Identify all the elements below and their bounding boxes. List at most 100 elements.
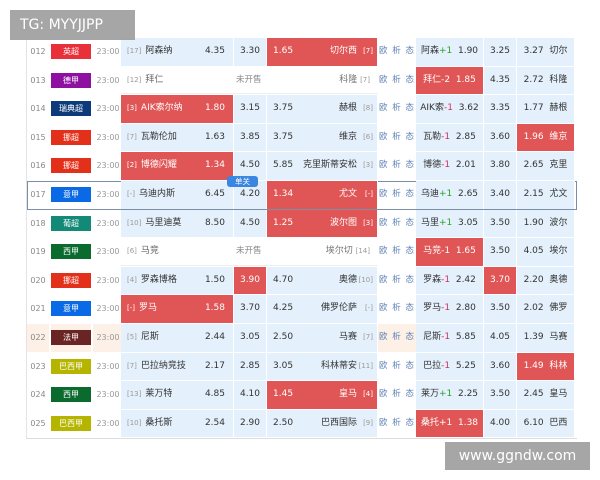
analysis-links[interactable]: 欧 析 态 <box>379 303 415 314</box>
handicap-home-odds-button[interactable]: AIK索-1 3.62 <box>416 95 484 123</box>
handicap-home-odds-button[interactable]: 莱万+1 2.25 <box>416 381 484 409</box>
analysis-links[interactable]: 欧 析 态 <box>379 417 415 428</box>
analysis-links[interactable]: 欧 析 态 <box>378 323 416 352</box>
home-win-odds-button[interactable]: [-] 罗马 1.58 <box>121 295 234 323</box>
handicap-home-odds-button[interactable]: 马竞-1 1.65 <box>416 238 484 266</box>
home-team: 桑托斯 <box>145 417 173 428</box>
handicap-home-odds-button[interactable]: 罗森-1 2.42 <box>416 266 484 295</box>
draw-odds-button[interactable]: 3.85 <box>234 123 267 152</box>
handicap-away-odds-button[interactable]: 2.72 科隆 <box>517 66 575 95</box>
analysis-links[interactable]: 欧 析 态 <box>379 360 415 371</box>
handicap-home-odds-button[interactable]: 马里+1 3.05 <box>416 209 484 238</box>
home-win-odds-button[interactable]: [4] 罗森博格 1.50 <box>121 266 234 295</box>
away-win-odds-button[interactable]: 3.05 科林蒂安 [11] <box>267 352 378 381</box>
away-rank: [3] <box>363 218 373 227</box>
away-win-odds-button[interactable]: 3.75 维京 [6] <box>267 123 378 152</box>
handicap-home-odds: 1.85 <box>455 74 476 85</box>
away-win-odds-button[interactable]: 1.34 尤文 [-] <box>267 180 378 209</box>
handicap-away-odds-button[interactable]: 2.20 奥德 <box>517 266 575 295</box>
analysis-links[interactable]: 欧 析 态 <box>379 188 415 199</box>
analysis-links[interactable]: 欧 析 态 <box>379 103 415 114</box>
draw-odds-button[interactable]: 4.50 <box>234 209 267 238</box>
handicap-home-odds-button[interactable]: 博德-1 2.01 <box>416 152 484 180</box>
handicap-away-odds-button[interactable]: 4.05 埃尔 <box>517 238 575 266</box>
away-win-odds-button[interactable]: 5.85 克里斯蒂安松 [3] <box>267 152 378 180</box>
away-win-odds-button[interactable]: 1.45 皇马 [4] <box>267 381 378 409</box>
away-win-odds-button[interactable]: 1.65 切尔西 [7] <box>267 38 378 66</box>
home-win-odds-button[interactable]: [2] 博德闪耀 1.34 <box>121 152 234 180</box>
handicap-draw-odds-button[interactable]: 3.35 <box>484 95 517 123</box>
away-win-odds-button[interactable]: 4.70 奥德 [10] <box>267 266 378 295</box>
analysis-links[interactable]: 欧 析 态 <box>379 217 415 228</box>
handicap-home-odds-button[interactable]: 乌迪+1 2.65 <box>416 180 484 209</box>
analysis-links[interactable]: 欧 析 态 <box>379 46 415 56</box>
handicap-draw-odds-button[interactable]: 3.60 <box>484 352 517 381</box>
away-team: 科林蒂安 <box>320 360 357 371</box>
handicap-away-odds-button[interactable]: 2.65 克里 <box>517 152 575 180</box>
handicap-draw-odds-button[interactable]: 3.50 <box>484 381 517 409</box>
draw-odds-button[interactable]: 4.50 <box>234 152 267 180</box>
handicap-home-odds-button[interactable]: 阿森+1 1.90 <box>416 38 484 66</box>
away-win-odds-button[interactable]: 2.50 马赛 [7] <box>267 323 378 352</box>
draw-odds-button[interactable]: 3.90 <box>234 266 267 295</box>
handicap-home-odds-button[interactable]: 罗马-1 2.80 <box>416 295 484 323</box>
handicap-draw-odds-button[interactable]: 4.05 <box>484 323 517 352</box>
handicap-away-odds-button[interactable]: 1.96 维京 <box>517 123 575 152</box>
home-win-odds-button[interactable]: [-] 乌迪内斯 6.45 <box>121 180 234 209</box>
draw-odds-button[interactable]: 3.70 <box>234 295 267 323</box>
handicap-away-odds-button[interactable]: 1.90 波尔 <box>517 209 575 238</box>
handicap-draw-odds-button[interactable]: 3.70 <box>484 266 517 295</box>
away-win-odds-button[interactable]: 3.75 赫根 [8] <box>267 95 378 123</box>
draw-odds-button[interactable]: 3.05 <box>234 323 267 352</box>
draw-odds-button[interactable]: 2.85 <box>234 352 267 381</box>
home-win-odds-button[interactable]: [3] AIK索尔纳 1.80 <box>121 95 234 123</box>
handicap-away-odds-button[interactable]: 2.02 佛罗 <box>517 295 575 323</box>
handicap-away-odds-button[interactable]: 1.39 马赛 <box>517 323 575 352</box>
away-odds: 4.25 <box>273 303 294 314</box>
home-win-odds-button[interactable]: [10] 桑托斯 2.54 <box>121 409 234 438</box>
handicap-home-odds-button[interactable]: 巴拉-1 5.25 <box>416 352 484 381</box>
handicap-away-odds-button[interactable]: 3.27 切尔 <box>517 38 575 66</box>
handicap-away-odds-button[interactable]: 2.45 皇马 <box>517 381 575 409</box>
handicap-draw-odds-button[interactable]: 4.00 <box>484 409 517 438</box>
analysis-links[interactable]: 欧 析 态 <box>379 246 415 257</box>
handicap-home-odds-button[interactable]: 桑托+1 1.38 <box>416 409 484 438</box>
analysis-links[interactable]: 欧 析 态 <box>379 131 415 142</box>
not-on-sale-cell: [6] 马竞 未开售 埃尔切 [14] <box>121 238 378 266</box>
handicap-home-odds: 3.62 <box>458 103 479 114</box>
handicap-away-odds-button[interactable]: 2.15 尤文 <box>517 180 575 209</box>
home-win-odds-button[interactable]: [17] 阿森纳 4.35 <box>121 38 234 66</box>
draw-odds-button[interactable]: 4.10 <box>234 381 267 409</box>
home-win-odds-button[interactable]: [7] 瓦勒伦加 1.63 <box>121 123 234 152</box>
analysis-links[interactable]: 欧 析 态 <box>379 160 415 171</box>
analysis-links[interactable]: 欧 析 态 <box>379 389 415 400</box>
handicap-home-odds-button[interactable]: 瓦勒-1 2.85 <box>416 123 484 152</box>
home-win-odds-button[interactable]: [7] 巴拉纳竞技 2.17 <box>121 352 234 381</box>
away-win-odds-button[interactable]: 1.25 波尔图 [3] <box>267 209 378 238</box>
away-win-odds-button[interactable]: 4.25 佛罗伦萨 [-] <box>267 295 378 323</box>
handicap-draw-odds-button[interactable]: 3.50 <box>484 238 517 266</box>
home-win-odds-button[interactable]: [5] 尼斯 2.44 <box>121 323 234 352</box>
handicap-home-odds-button[interactable]: 尼斯-1 5.85 <box>416 323 484 352</box>
handicap-draw-odds-button[interactable]: 3.50 <box>484 295 517 323</box>
handicap-draw-odds-button[interactable]: 4.35 <box>484 66 517 95</box>
handicap-away-odds-button[interactable]: 6.10 巴西 <box>517 409 575 438</box>
handicap-draw-odds-button[interactable]: 3.40 <box>484 180 517 209</box>
handicap-draw-odds-button[interactable]: 3.80 <box>484 152 517 180</box>
draw-odds-button[interactable]: 2.90 <box>234 409 267 438</box>
handicap-home-odds-button[interactable]: 拜仁-2 1.85 <box>416 66 484 95</box>
draw-odds-button[interactable]: 3.15 <box>234 95 267 123</box>
match-row: 018 葡超 23:00 [10] 马里迪莫 8.50 4.50 1.25 波尔图 [3… <box>27 209 577 239</box>
handicap-away-odds-button[interactable]: 1.77 赫根 <box>517 95 575 123</box>
away-win-odds-button[interactable]: 2.50 巴西国际 [9] <box>267 409 378 438</box>
handicap-draw-odds-button[interactable]: 3.25 <box>484 38 517 66</box>
home-win-odds-button[interactable]: [13] 莱万特 4.85 <box>121 381 234 409</box>
handicap-away-odds-button[interactable]: 1.49 科林 <box>517 352 575 381</box>
home-win-odds-button[interactable]: [10] 马里迪莫 8.50 <box>121 209 234 238</box>
handicap-draw-odds-button[interactable]: 3.60 <box>484 123 517 152</box>
handicap-draw-odds-button[interactable]: 3.50 <box>484 209 517 238</box>
analysis-links[interactable]: 欧 析 态 <box>379 274 415 285</box>
analysis-links[interactable]: 欧 析 态 <box>379 74 415 85</box>
draw-odds-button[interactable]: 3.30 <box>234 38 267 66</box>
handicap-team: 桑托 <box>420 417 439 428</box>
